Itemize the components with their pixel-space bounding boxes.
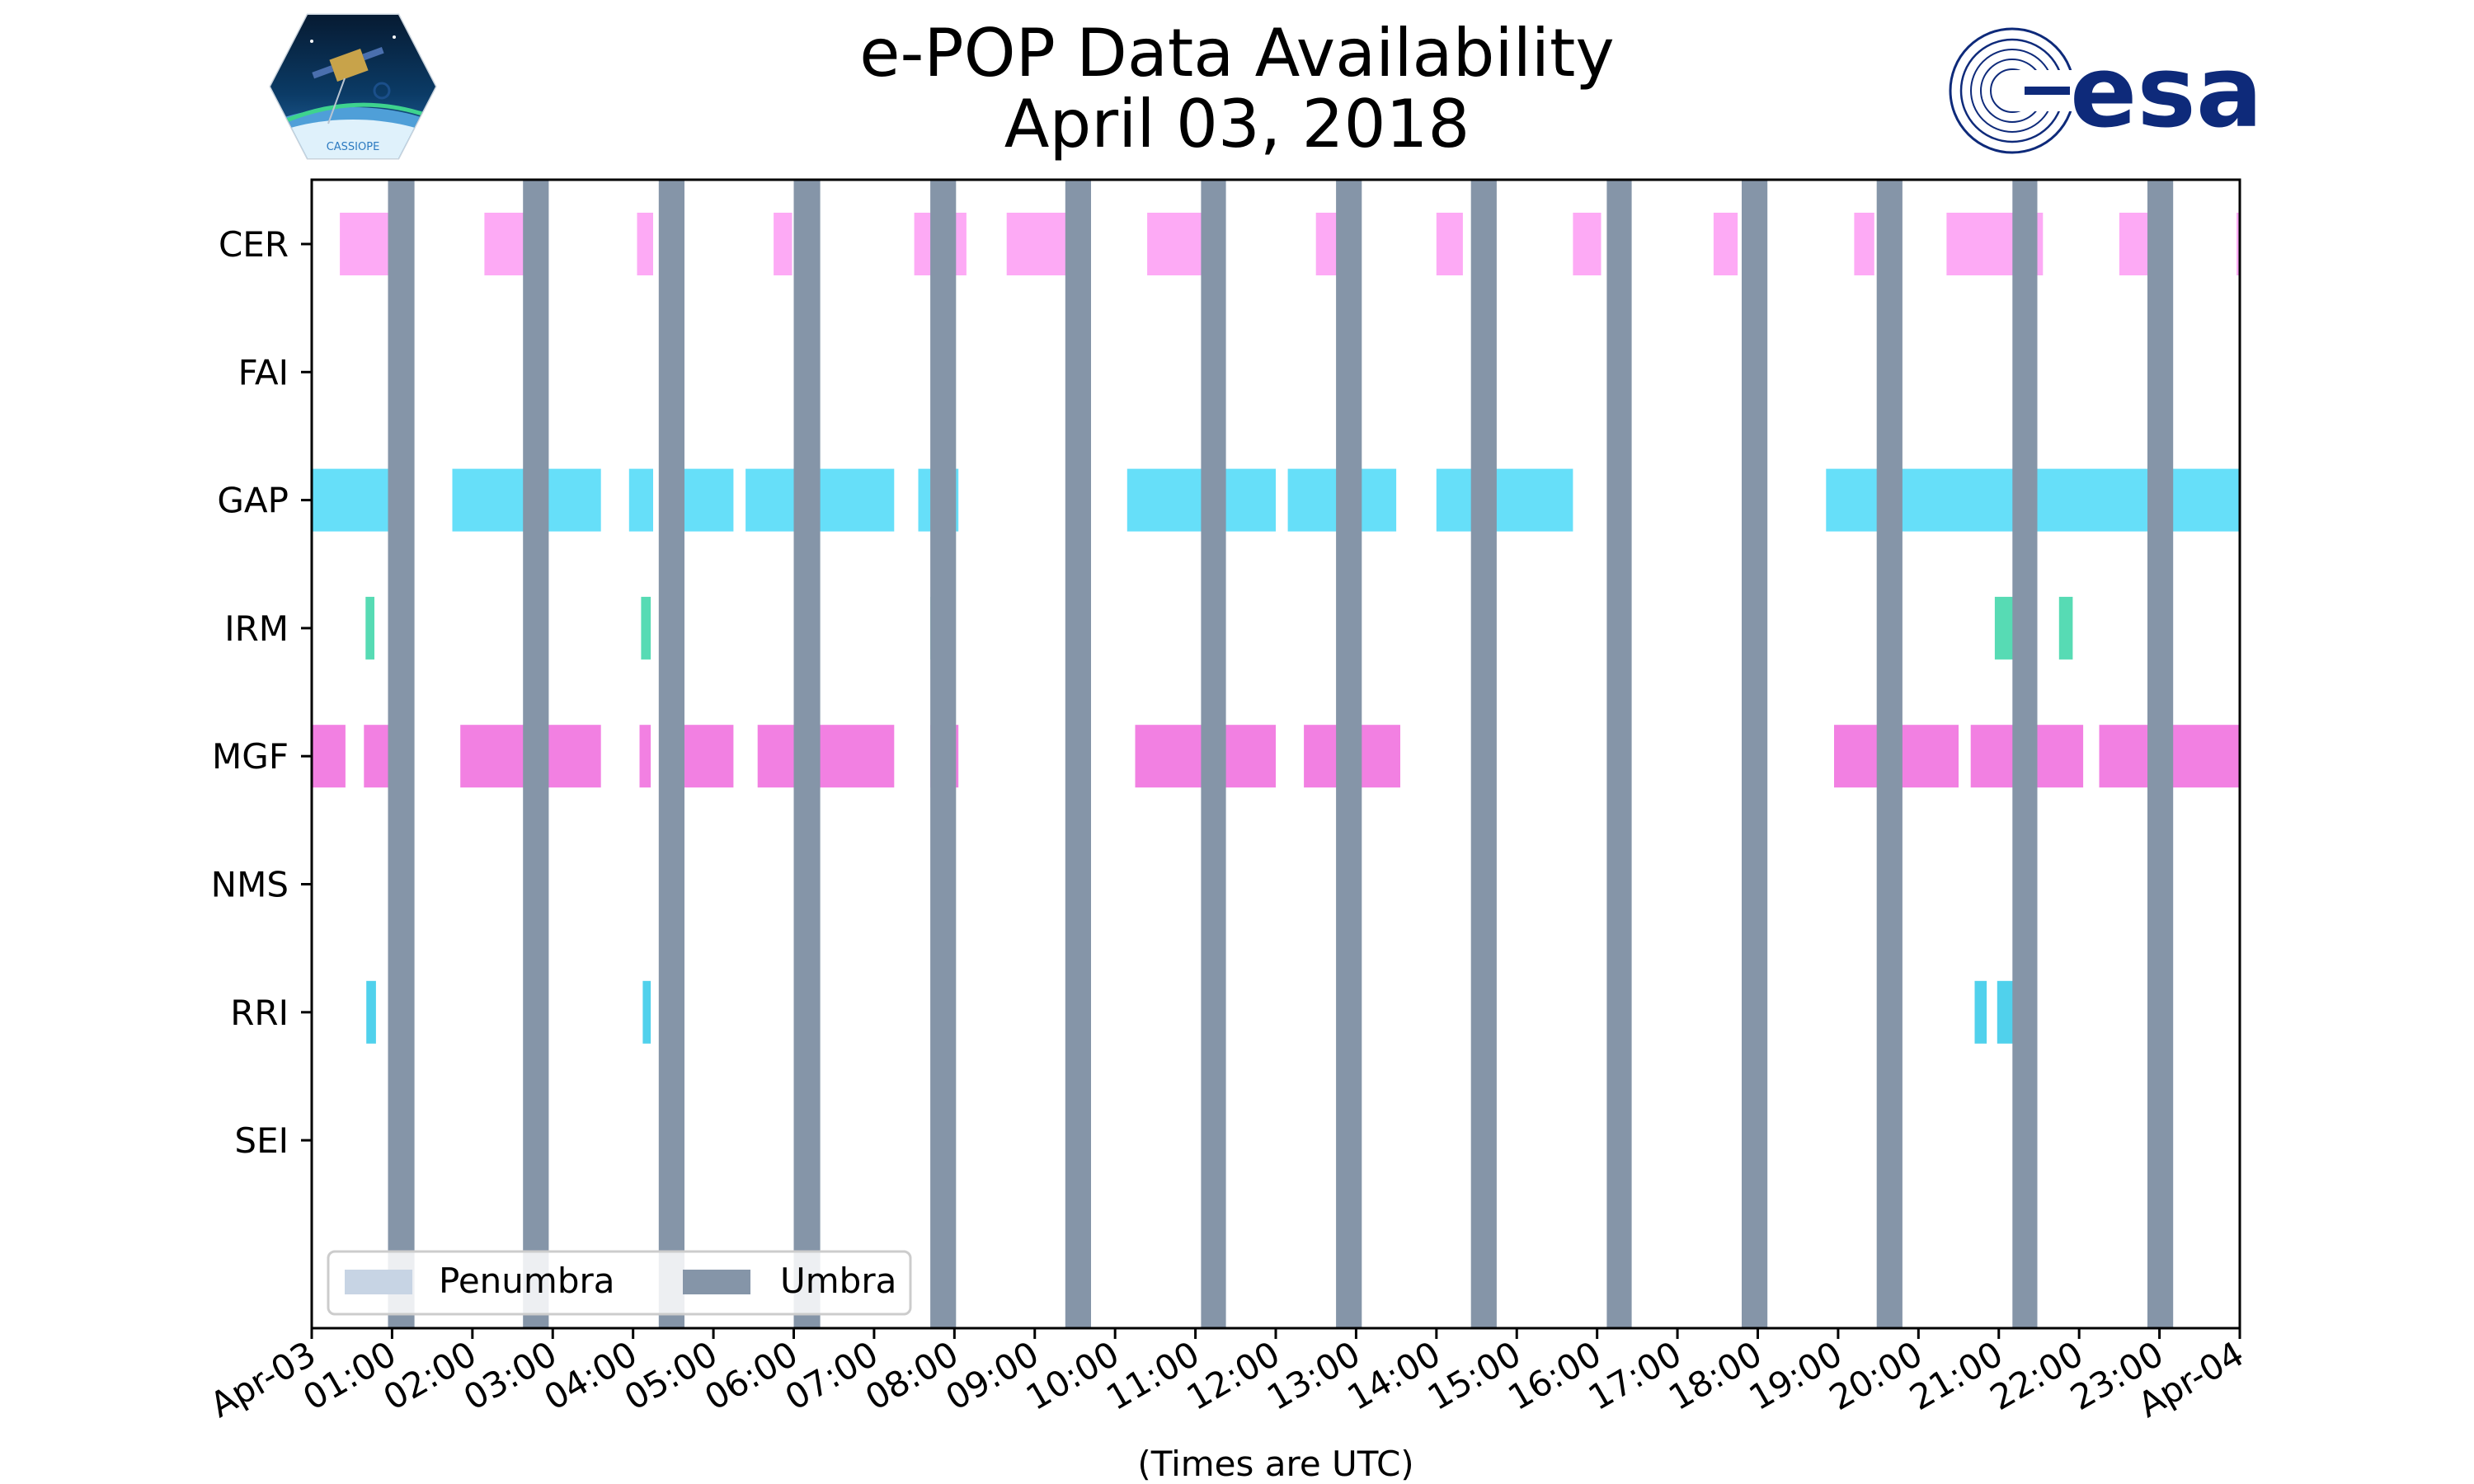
y-tick-label-irm: IRM bbox=[224, 608, 289, 649]
umbra-band-6 bbox=[1201, 180, 1226, 1328]
bar-rri-3 bbox=[1974, 980, 1987, 1044]
bar-gap-2 bbox=[628, 468, 653, 532]
bar-cer-14 bbox=[2236, 213, 2241, 275]
x-tick-label-17: 17:00 bbox=[1582, 1333, 1688, 1418]
x-tick-label-10: 10:00 bbox=[1019, 1333, 1126, 1418]
x-tick-label-8: 08:00 bbox=[858, 1333, 965, 1418]
legend-box bbox=[327, 1250, 912, 1316]
bar-mgf-0 bbox=[312, 725, 346, 788]
umbra-band-8 bbox=[1470, 180, 1497, 1328]
title-block: e-POP Data Availability April 03, 2018 bbox=[0, 18, 2474, 160]
x-tick-label-4: 04:00 bbox=[537, 1333, 643, 1418]
x-tick-label-3: 03:00 bbox=[457, 1333, 563, 1418]
legend-label-umbra: Umbra bbox=[780, 1261, 896, 1301]
x-tick-label-18: 18:00 bbox=[1662, 1333, 1768, 1418]
bar-cer-9 bbox=[1573, 213, 1602, 275]
x-tick-label-9: 09:00 bbox=[938, 1333, 1045, 1418]
x-tick-label-2: 02:00 bbox=[377, 1333, 483, 1418]
x-tick-label-20: 20:00 bbox=[1823, 1333, 1929, 1418]
y-tick-label-cer: CER bbox=[219, 224, 289, 265]
umbra-band-0 bbox=[388, 180, 415, 1328]
umbra-band-10 bbox=[1742, 180, 1768, 1328]
x-tick-label-21: 21:00 bbox=[1903, 1333, 2009, 1418]
legend-swatch-penumbra bbox=[345, 1270, 412, 1294]
bar-gap-0 bbox=[312, 468, 388, 532]
bar-rri-0 bbox=[366, 980, 376, 1044]
y-tick-label-rri: RRI bbox=[230, 993, 289, 1033]
umbra-band-5 bbox=[1065, 180, 1091, 1328]
y-tick-label-sei: SEI bbox=[234, 1120, 289, 1161]
x-tick-label-22: 22:00 bbox=[1983, 1333, 2090, 1418]
data-bars bbox=[312, 213, 2241, 1044]
x-tick-label-7: 07:00 bbox=[778, 1333, 885, 1418]
umbra-band-4 bbox=[930, 180, 957, 1328]
x-axis: Apr-0301:0002:0003:0004:0005:0006:0007:0… bbox=[203, 1328, 2251, 1425]
bar-cer-2 bbox=[637, 213, 653, 275]
bar-cer-11 bbox=[1854, 213, 1874, 275]
bar-mgf-5 bbox=[757, 725, 895, 788]
y-tick-label-nms: NMS bbox=[211, 865, 289, 905]
x-tick-label-19: 19:00 bbox=[1743, 1333, 1849, 1418]
umbra-bands bbox=[388, 180, 2174, 1328]
umbra-band-12 bbox=[2012, 180, 2038, 1328]
bar-mgf-1 bbox=[364, 725, 388, 788]
y-tick-label-gap: GAP bbox=[217, 481, 289, 521]
bar-irm-1 bbox=[641, 596, 651, 660]
umbra-band-13 bbox=[2147, 180, 2174, 1328]
esa-logo-text: esa bbox=[2070, 35, 2263, 150]
x-tick-label-1: 01:00 bbox=[296, 1333, 402, 1418]
umbra-band-9 bbox=[1606, 180, 1632, 1328]
bar-cer-10 bbox=[1713, 213, 1738, 275]
bar-rri-4 bbox=[1997, 980, 2014, 1044]
y-tick-label-fai: FAI bbox=[238, 352, 289, 392]
cassiope-logo-text: CASSIOPE bbox=[327, 141, 380, 153]
x-tick-label-14: 14:00 bbox=[1341, 1333, 1447, 1418]
x-tick-label-5: 05:00 bbox=[618, 1333, 724, 1418]
chart-title: e-POP Data Availability bbox=[859, 15, 1615, 92]
legend: Penumbra Umbra bbox=[327, 1250, 912, 1316]
bar-cer-8 bbox=[1436, 213, 1463, 275]
y-tick-label-mgf: MGF bbox=[212, 736, 289, 777]
esa-logo: esa bbox=[1949, 27, 2263, 154]
umbra-band-1 bbox=[523, 180, 549, 1328]
legend-swatch-umbra bbox=[683, 1270, 750, 1294]
bar-mgf-4 bbox=[681, 725, 734, 788]
x-tick-label-13: 13:00 bbox=[1260, 1333, 1366, 1418]
bar-cer-1 bbox=[484, 213, 527, 275]
bar-rri-1 bbox=[642, 980, 651, 1044]
y-axis: CER FAI GAP IRM MGF NMS RRI SEI bbox=[211, 224, 312, 1161]
bar-irm-0 bbox=[365, 596, 374, 660]
x-tick-label-16: 16:00 bbox=[1501, 1333, 1607, 1418]
bar-gap-8 bbox=[1436, 468, 1573, 532]
x-axis-label: (Times are UTC) bbox=[1137, 1444, 1413, 1484]
x-tick-label-6: 06:00 bbox=[698, 1333, 804, 1418]
bar-cer-0 bbox=[340, 213, 391, 275]
bar-mgf-3 bbox=[639, 725, 651, 788]
x-tick-label-12: 12:00 bbox=[1180, 1333, 1286, 1418]
cassiope-logo: CASSIOPE bbox=[269, 13, 437, 160]
umbra-band-7 bbox=[1336, 180, 1362, 1328]
chart-subtitle: April 03, 2018 bbox=[1004, 86, 1470, 162]
umbra-band-3 bbox=[793, 180, 821, 1328]
bar-irm-4 bbox=[2058, 596, 2073, 660]
bar-cer-3 bbox=[774, 213, 793, 275]
x-tick-label-11: 11:00 bbox=[1099, 1333, 1206, 1418]
umbra-band-2 bbox=[658, 180, 684, 1328]
umbra-band-11 bbox=[1876, 180, 1903, 1328]
x-tick-label-15: 15:00 bbox=[1421, 1333, 1527, 1418]
legend-label-penumbra: Penumbra bbox=[439, 1261, 615, 1301]
bar-cer-5 bbox=[1006, 213, 1069, 275]
